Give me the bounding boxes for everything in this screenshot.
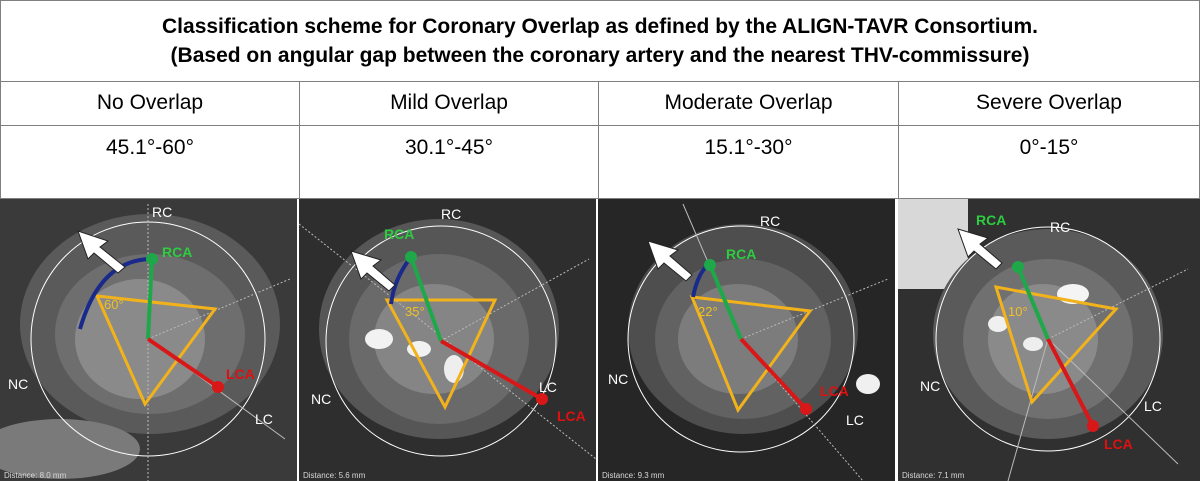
ct-image-moderate-overlap: RC RCA 22° NC LCA LC Distance: 9.3 mm <box>598 199 895 481</box>
label-lc: LC <box>539 379 557 395</box>
ct-image-severe-overlap: RC RCA 10° NC LC LCA Distance: 7.1 mm <box>898 199 1200 481</box>
distance-label: Distance: 5.6 mm <box>303 471 366 480</box>
label-nc: NC <box>8 376 28 392</box>
label-rca: RCA <box>726 246 756 262</box>
range-moderate-overlap: 15.1°-30° <box>598 126 899 199</box>
header-mild-overlap: Mild Overlap <box>299 81 599 126</box>
angle-label: 10° <box>1008 304 1028 319</box>
title-line-2: (Based on angular gap between the corona… <box>170 44 1030 67</box>
title-line-1: Classification scheme for Coronary Overl… <box>162 15 1038 38</box>
angle-label: 60° <box>104 297 124 312</box>
label-rca: RCA <box>384 226 414 242</box>
ct-image-no-overlap: RC RCA 60° NC LCA LC Distance: 8.0 mm <box>0 199 297 481</box>
label-rc: RC <box>441 206 461 222</box>
label-lc: LC <box>846 412 864 428</box>
label-rc: RC <box>1050 219 1070 235</box>
header-severe-overlap: Severe Overlap <box>898 81 1200 126</box>
distance-label: Distance: 9.3 mm <box>602 471 665 480</box>
ct-image-mild-overlap: RC RCA 35° NC LC LCA Distance: 5.6 mm <box>299 199 596 481</box>
range-no-overlap: 45.1°-60° <box>0 126 300 199</box>
title-box: Classification scheme for Coronary Overl… <box>0 0 1200 82</box>
label-rca: RCA <box>976 212 1006 228</box>
label-lc: LC <box>1144 398 1162 414</box>
label-lca: LCA <box>820 383 849 399</box>
label-lca: LCA <box>1104 436 1133 452</box>
angle-label: 22° <box>698 304 718 319</box>
header-moderate-overlap: Moderate Overlap <box>598 81 899 126</box>
header-no-overlap: No Overlap <box>0 81 300 126</box>
range-severe-overlap: 0°-15° <box>898 126 1200 199</box>
label-lca: LCA <box>557 408 586 424</box>
label-lc: LC <box>255 411 273 427</box>
label-nc: NC <box>920 378 940 394</box>
label-nc: NC <box>608 371 628 387</box>
label-rc: RC <box>760 213 780 229</box>
range-mild-overlap: 30.1°-45° <box>299 126 599 199</box>
distance-label: Distance: 7.1 mm <box>902 471 965 480</box>
label-nc: NC <box>311 391 331 407</box>
label-lca: LCA <box>226 366 255 382</box>
angle-label: 35° <box>405 304 425 319</box>
label-rc: RC <box>152 204 172 220</box>
label-rca: RCA <box>162 244 192 260</box>
distance-label: Distance: 8.0 mm <box>4 471 67 480</box>
